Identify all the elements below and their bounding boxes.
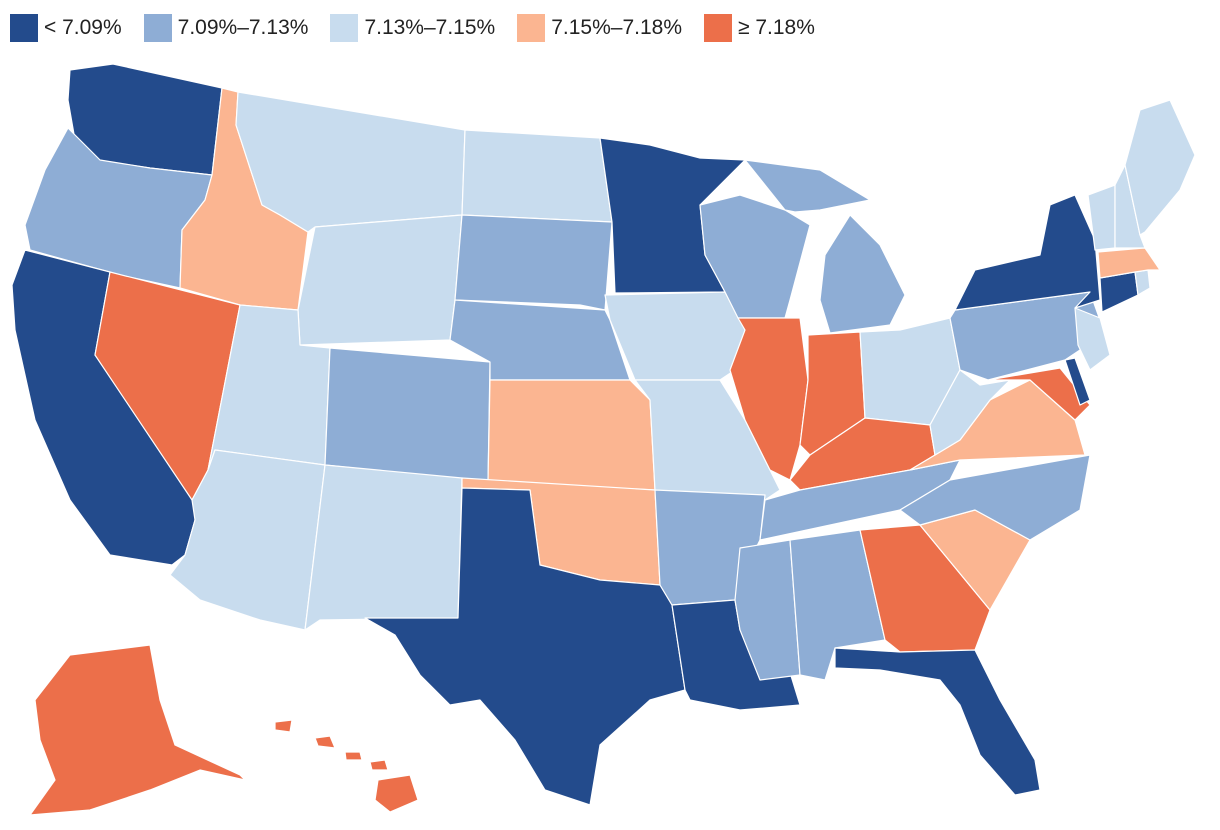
state-me [1124,99,1196,236]
legend-item-b3: 7.13%–7.15% [330,14,495,42]
legend-label-b4: 7.15%–7.18% [551,16,682,39]
state-mi [744,159,906,334]
state-wi [699,194,811,319]
legend-item-b4: 7.15%–7.18% [517,14,682,42]
state-mo [634,379,781,501]
legend-swatch-b4 [517,14,546,42]
legend-swatch-b3 [330,14,359,42]
legend-label-b3: 7.13%–7.15% [364,16,496,39]
state-ks [487,379,656,491]
legend-swatch-b2 [143,14,172,42]
state-fl [834,647,1041,796]
state-de [1064,357,1091,406]
legend-label-b5: ≥ 7.18% [738,16,815,39]
state-nj [1074,307,1111,371]
state-hi [274,719,419,813]
state-nc [899,454,1091,541]
state-ny [954,194,1101,311]
state-wy [297,214,463,346]
state-ak [29,644,246,816]
legend-label-b1: < 7.09% [44,16,122,39]
state-ct [1099,271,1139,313]
state-nd [461,129,613,223]
legend-item-b5: ≥ 7.18% [704,14,815,42]
legend-swatch-b1 [10,14,38,42]
legend-swatch-b5 [704,14,732,42]
state-nh [1114,164,1146,249]
state-md [987,367,1091,421]
legend: < 7.09% 7.09%–7.13% 7.13%–7.15% 7.15%–7.… [10,13,837,43]
state-nm [304,464,463,631]
state-sd [454,214,613,311]
legend-label-b2: 7.09%–7.13% [177,16,309,39]
legend-item-b2: 7.09%–7.13% [143,14,309,42]
legend-item-b1: < 7.09% [10,14,122,42]
state-tx [364,487,686,806]
state-ri [1134,269,1151,296]
state-il [729,317,809,481]
state-tn [759,459,961,541]
state-ma [1097,247,1161,279]
state-wv [929,369,1011,456]
state-co [324,347,491,483]
